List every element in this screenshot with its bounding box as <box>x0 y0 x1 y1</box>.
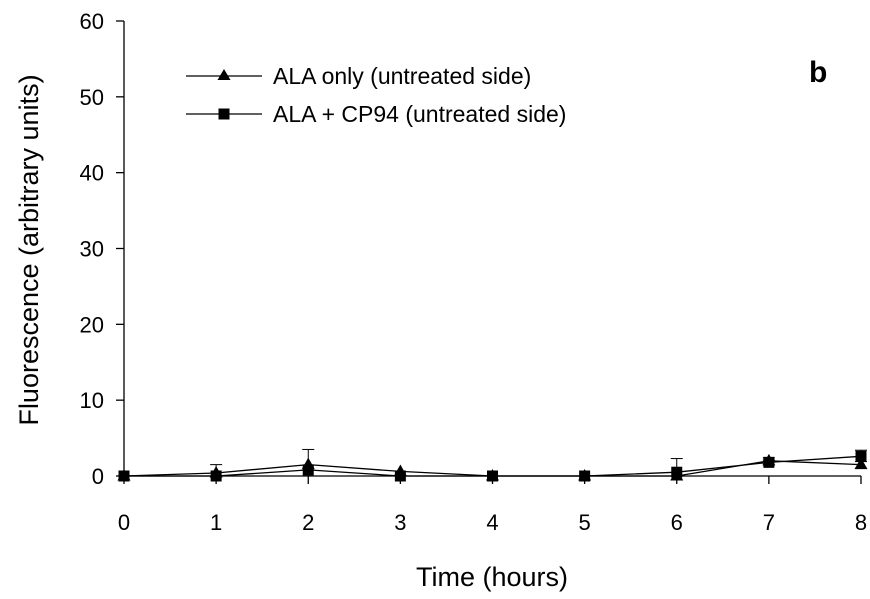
legend-label-ala-only: ALA only (untreated side) <box>273 63 531 89</box>
triangle-marker <box>854 457 868 470</box>
x-axis-ticks: 0 1 2 3 4 5 6 7 8 <box>118 476 867 535</box>
square-marker <box>763 456 775 468</box>
x-tick-label: 2 <box>302 510 314 535</box>
x-tick-label: 4 <box>486 510 498 535</box>
panel-label: b <box>809 56 827 89</box>
y-axis-ticks: 0 10 20 30 40 50 60 <box>80 9 124 489</box>
y-tick-label: 30 <box>80 237 104 262</box>
square-marker <box>671 466 683 478</box>
x-axis-label: Time (hours) <box>416 562 568 592</box>
x-tick-label: 6 <box>671 510 683 535</box>
series-2 <box>118 449 867 482</box>
axes <box>123 21 861 477</box>
square-marker <box>855 450 867 462</box>
y-tick-label: 50 <box>80 85 104 110</box>
x-tick-label: 5 <box>579 510 591 535</box>
legend-square-marker <box>218 108 230 120</box>
y-tick-label: 40 <box>80 161 104 186</box>
legend-entry-ala-only: ALA only (untreated side) <box>186 63 531 89</box>
x-tick-label: 7 <box>763 510 775 535</box>
square-marker <box>302 464 314 476</box>
y-tick-label: 60 <box>80 9 104 34</box>
series-layer <box>117 448 868 482</box>
x-tick-label: 1 <box>210 510 222 535</box>
y-tick-label: 10 <box>80 388 104 413</box>
square-marker <box>210 470 222 482</box>
y-tick-label: 0 <box>92 464 104 489</box>
legend: ALA only (untreated side) ALA + CP94 (un… <box>186 63 566 127</box>
square-marker <box>487 470 498 482</box>
square-marker <box>118 470 130 482</box>
legend-entry-ala-cp94: ALA + CP94 (untreated side) <box>186 101 566 127</box>
x-tick-label: 8 <box>855 510 867 535</box>
x-tick-label: 0 <box>118 510 130 535</box>
square-marker <box>394 470 406 482</box>
y-tick-label: 20 <box>80 312 104 337</box>
x-tick-label: 3 <box>394 510 406 535</box>
legend-triangle-marker <box>217 69 231 80</box>
legend-label-ala-cp94: ALA + CP94 (untreated side) <box>273 101 566 127</box>
square-marker <box>579 470 591 482</box>
y-axis-label: Fluorescence (arbitrary units) <box>14 74 44 425</box>
